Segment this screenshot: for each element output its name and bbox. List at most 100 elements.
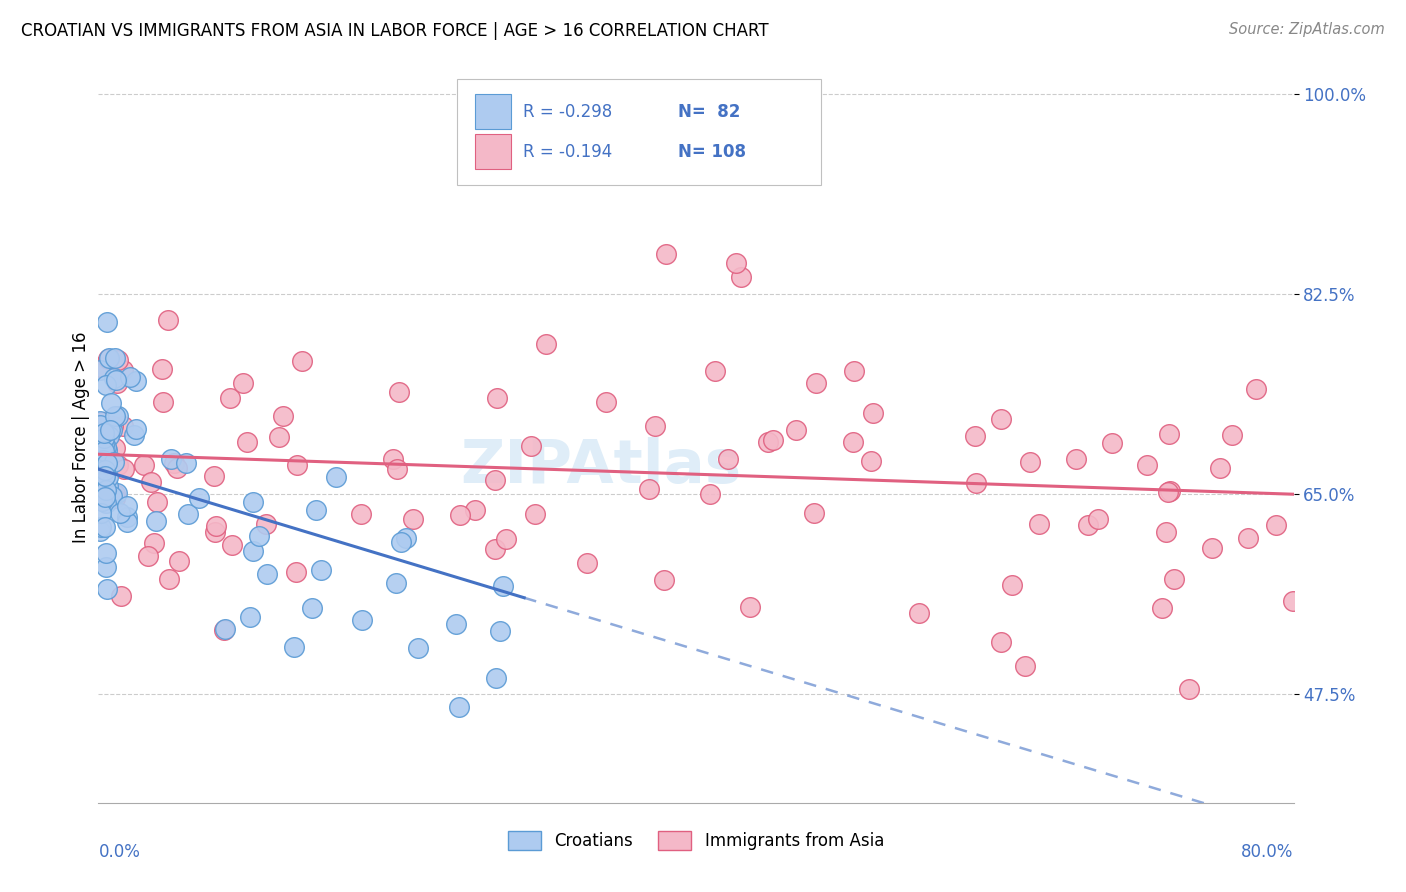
Point: [762, 434, 785, 448]
Point: [644, 419, 666, 434]
Point: [963, 429, 986, 443]
Point: [139, 475, 162, 489]
Point: [1154, 525, 1177, 540]
Point: [104, 441, 127, 455]
Point: [1018, 455, 1040, 469]
Point: [464, 503, 486, 517]
Point: [94, 490, 117, 504]
Point: [806, 376, 828, 390]
Point: [242, 544, 264, 558]
Point: [1201, 541, 1223, 555]
Point: [108, 507, 131, 521]
Point: [94, 495, 117, 509]
Point: [212, 623, 235, 637]
Point: [97, 351, 120, 366]
Point: [167, 554, 190, 568]
Point: [115, 510, 138, 524]
Point: [97, 351, 120, 366]
Point: [103, 371, 125, 385]
Point: [160, 451, 183, 466]
Point: [89, 467, 111, 481]
Point: [94, 442, 117, 457]
Point: [990, 635, 1012, 649]
Point: [638, 482, 661, 496]
Point: [325, 470, 347, 484]
Point: [94, 469, 117, 483]
Point: [125, 422, 148, 436]
Point: [94, 483, 117, 498]
Point: [145, 514, 167, 528]
Point: [91, 476, 114, 491]
Point: [157, 572, 180, 586]
Point: [495, 532, 517, 546]
Point: [1236, 532, 1258, 546]
Point: [595, 394, 617, 409]
Point: [219, 391, 242, 405]
Point: [305, 503, 328, 517]
Point: [91, 493, 114, 508]
Point: [1281, 594, 1303, 608]
Text: N= 108: N= 108: [678, 143, 747, 161]
Text: N=  82: N= 82: [678, 103, 741, 120]
Text: ZIPAtlas: ZIPAtlas: [460, 437, 741, 496]
Point: [115, 516, 138, 530]
Point: [254, 516, 277, 531]
Point: [990, 411, 1012, 425]
Point: [89, 455, 111, 469]
Point: [96, 442, 118, 457]
Text: R = -0.194: R = -0.194: [523, 143, 612, 161]
Point: [447, 700, 470, 714]
Point: [94, 546, 117, 560]
Point: [90, 446, 112, 460]
Point: [96, 582, 118, 597]
Point: [247, 529, 270, 543]
Point: [283, 640, 305, 654]
Point: [122, 428, 145, 442]
Point: [163, 456, 186, 470]
Point: [146, 494, 169, 508]
Point: [291, 354, 314, 368]
Point: [1064, 452, 1087, 467]
Point: [120, 370, 142, 384]
Point: [1209, 460, 1232, 475]
Point: [862, 406, 884, 420]
Point: [157, 313, 180, 327]
Point: [1244, 383, 1267, 397]
Point: [100, 489, 122, 503]
Point: [103, 454, 125, 468]
Point: [271, 409, 294, 424]
Point: [89, 363, 111, 377]
Point: [385, 462, 408, 476]
Point: [134, 458, 156, 473]
Point: [492, 579, 515, 593]
Point: [94, 378, 117, 392]
Point: [91, 453, 114, 467]
Point: [488, 624, 510, 639]
Point: [842, 364, 865, 378]
Point: [205, 518, 228, 533]
Point: [104, 373, 127, 387]
Point: [112, 462, 135, 476]
Point: [91, 415, 114, 429]
Point: [1163, 572, 1185, 586]
Point: [105, 376, 128, 390]
Text: R = -0.298: R = -0.298: [523, 103, 612, 120]
Point: [98, 429, 121, 443]
Bar: [475, 94, 510, 129]
Point: [111, 363, 134, 377]
Point: [1028, 516, 1050, 531]
Point: [112, 418, 135, 433]
Point: [1157, 485, 1180, 500]
Point: [96, 456, 118, 470]
Point: [1014, 658, 1036, 673]
Point: [152, 394, 174, 409]
Point: [214, 622, 236, 636]
Point: [125, 374, 148, 388]
Point: [94, 462, 117, 476]
Point: [136, 549, 159, 563]
Point: [96, 560, 118, 574]
Point: [576, 557, 599, 571]
Point: [756, 434, 779, 449]
Point: [103, 491, 125, 506]
Point: [143, 536, 166, 550]
